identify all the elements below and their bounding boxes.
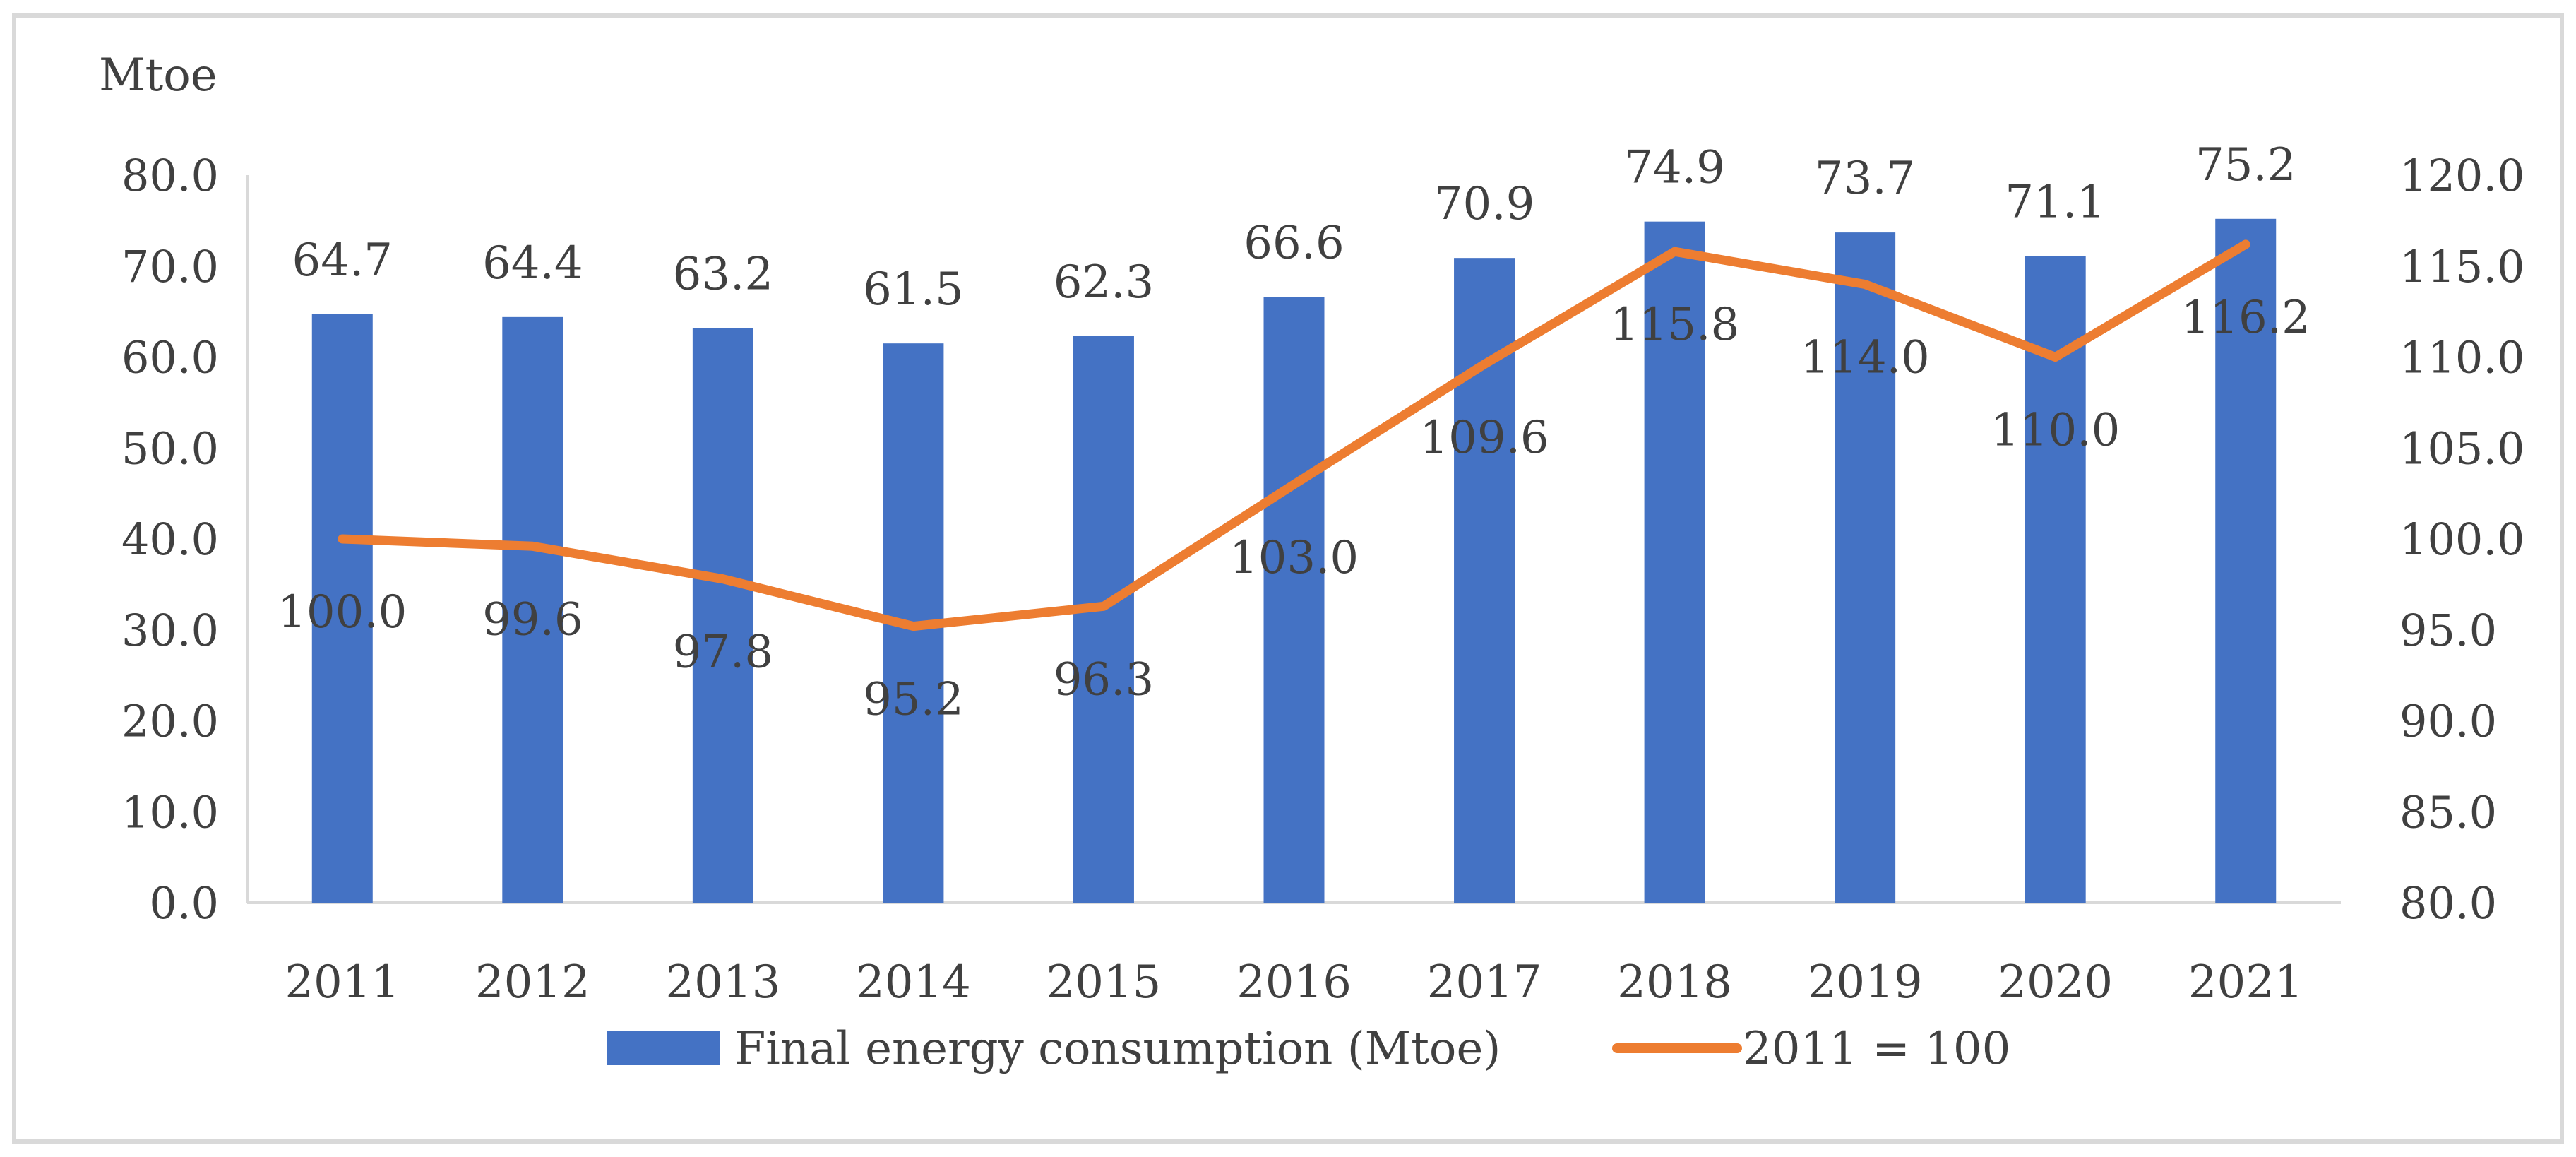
y-tick-label: 30.0 [121,605,219,656]
line-value-label: 97.8 [673,627,774,679]
y2-tick-label: 115.0 [2399,241,2525,292]
line-value-label: 95.2 [863,674,964,726]
bar [502,316,564,903]
bar-value-label: 73.7 [1815,153,1916,205]
x-tick-label: 2015 [1046,956,1162,1009]
y2-tick-label: 110.0 [2399,332,2525,384]
bar [2215,218,2277,903]
bar-value-label: 71.1 [2005,177,2106,229]
x-tick-label: 2014 [856,956,971,1009]
x-tick-label: 2012 [475,956,590,1009]
bar-value-label: 61.5 [863,263,964,316]
x-tick-label: 2018 [1617,956,1732,1009]
bar [1073,336,1134,903]
line-value-label: 99.6 [482,593,583,646]
y2-tick-label: 90.0 [2399,696,2497,747]
bar-value-label: 63.2 [673,248,774,300]
legend-label-line: 2011 = 100 [1743,1023,2010,1075]
y2-tick-label: 85.0 [2399,786,2497,838]
bar-value-label: 64.4 [482,237,583,290]
bar-value-label: 62.3 [1054,256,1155,309]
line-value-label: 110.0 [1991,405,2120,457]
y-tick-label: 70.0 [121,241,219,292]
bar [692,328,753,903]
y2-tick-label: 120.0 [2399,150,2525,201]
bar-value-label: 74.9 [1624,142,1725,194]
bar [1835,232,1896,903]
x-tick-label: 2021 [2188,956,2303,1009]
bar-series [311,218,2277,903]
bar [311,314,373,903]
x-tick-label: 2017 [1427,956,1542,1009]
bar-value-label: 70.9 [1434,178,1535,230]
bar [2025,256,2086,903]
line-value-label: 109.6 [1419,412,1549,464]
x-tick-label: 2019 [1808,956,1923,1009]
bar [1644,221,1705,903]
x-tick-label: 2013 [665,956,780,1009]
y-tick-label: 20.0 [121,696,219,747]
data-labels: 64.7 64.4 63.2 61.5 62.3 66.6 70.9 74.9 73.7 71.1… [278,139,2310,726]
bar-value-label: 75.2 [2195,139,2296,191]
bar [1263,297,1325,903]
y2-tick-label: 105.0 [2399,422,2525,474]
bar-value-label: 64.7 [292,235,393,287]
line-value-label: 116.2 [2181,292,2310,344]
x-tick-label: 2016 [1236,956,1352,1009]
legend: Final energy consumption (Mtoe) 2011 = 10… [607,1023,2010,1075]
y-tick-label: 0.0 [149,877,219,929]
y2-tick-label: 95.0 [2399,605,2497,656]
x-tick-label: 2011 [285,956,400,1009]
legend-label-bars: Final energy consumption (Mtoe) [734,1023,1501,1075]
y-axis-title: Mtoe [99,49,217,102]
line-value-label: 103.0 [1229,532,1359,584]
line-series [338,239,2250,631]
line-value-label: 96.3 [1054,653,1155,706]
y-tick-label: 80.0 [121,150,219,201]
y-tick-label: 60.0 [121,332,219,384]
y-tick-label: 10.0 [121,786,219,838]
index-line [338,239,2250,631]
line-value-label: 100.0 [278,586,407,639]
legend-swatch-bars [607,1031,720,1065]
y-tick-label: 40.0 [121,514,219,565]
y-tick-label: 50.0 [121,422,219,474]
line-value-label: 114.0 [1801,332,1930,384]
line-value-label: 115.8 [1610,299,1739,351]
bar-value-label: 66.6 [1244,218,1344,270]
axes: 0.0 10.0 20.0 30.0 40.0 50.0 60.0 70.0 80.0 80.0 8… [121,150,2525,1009]
x-tick-label: 2020 [1998,956,2113,1009]
y2-tick-label: 80.0 [2399,877,2497,929]
y2-tick-label: 100.0 [2399,514,2525,565]
